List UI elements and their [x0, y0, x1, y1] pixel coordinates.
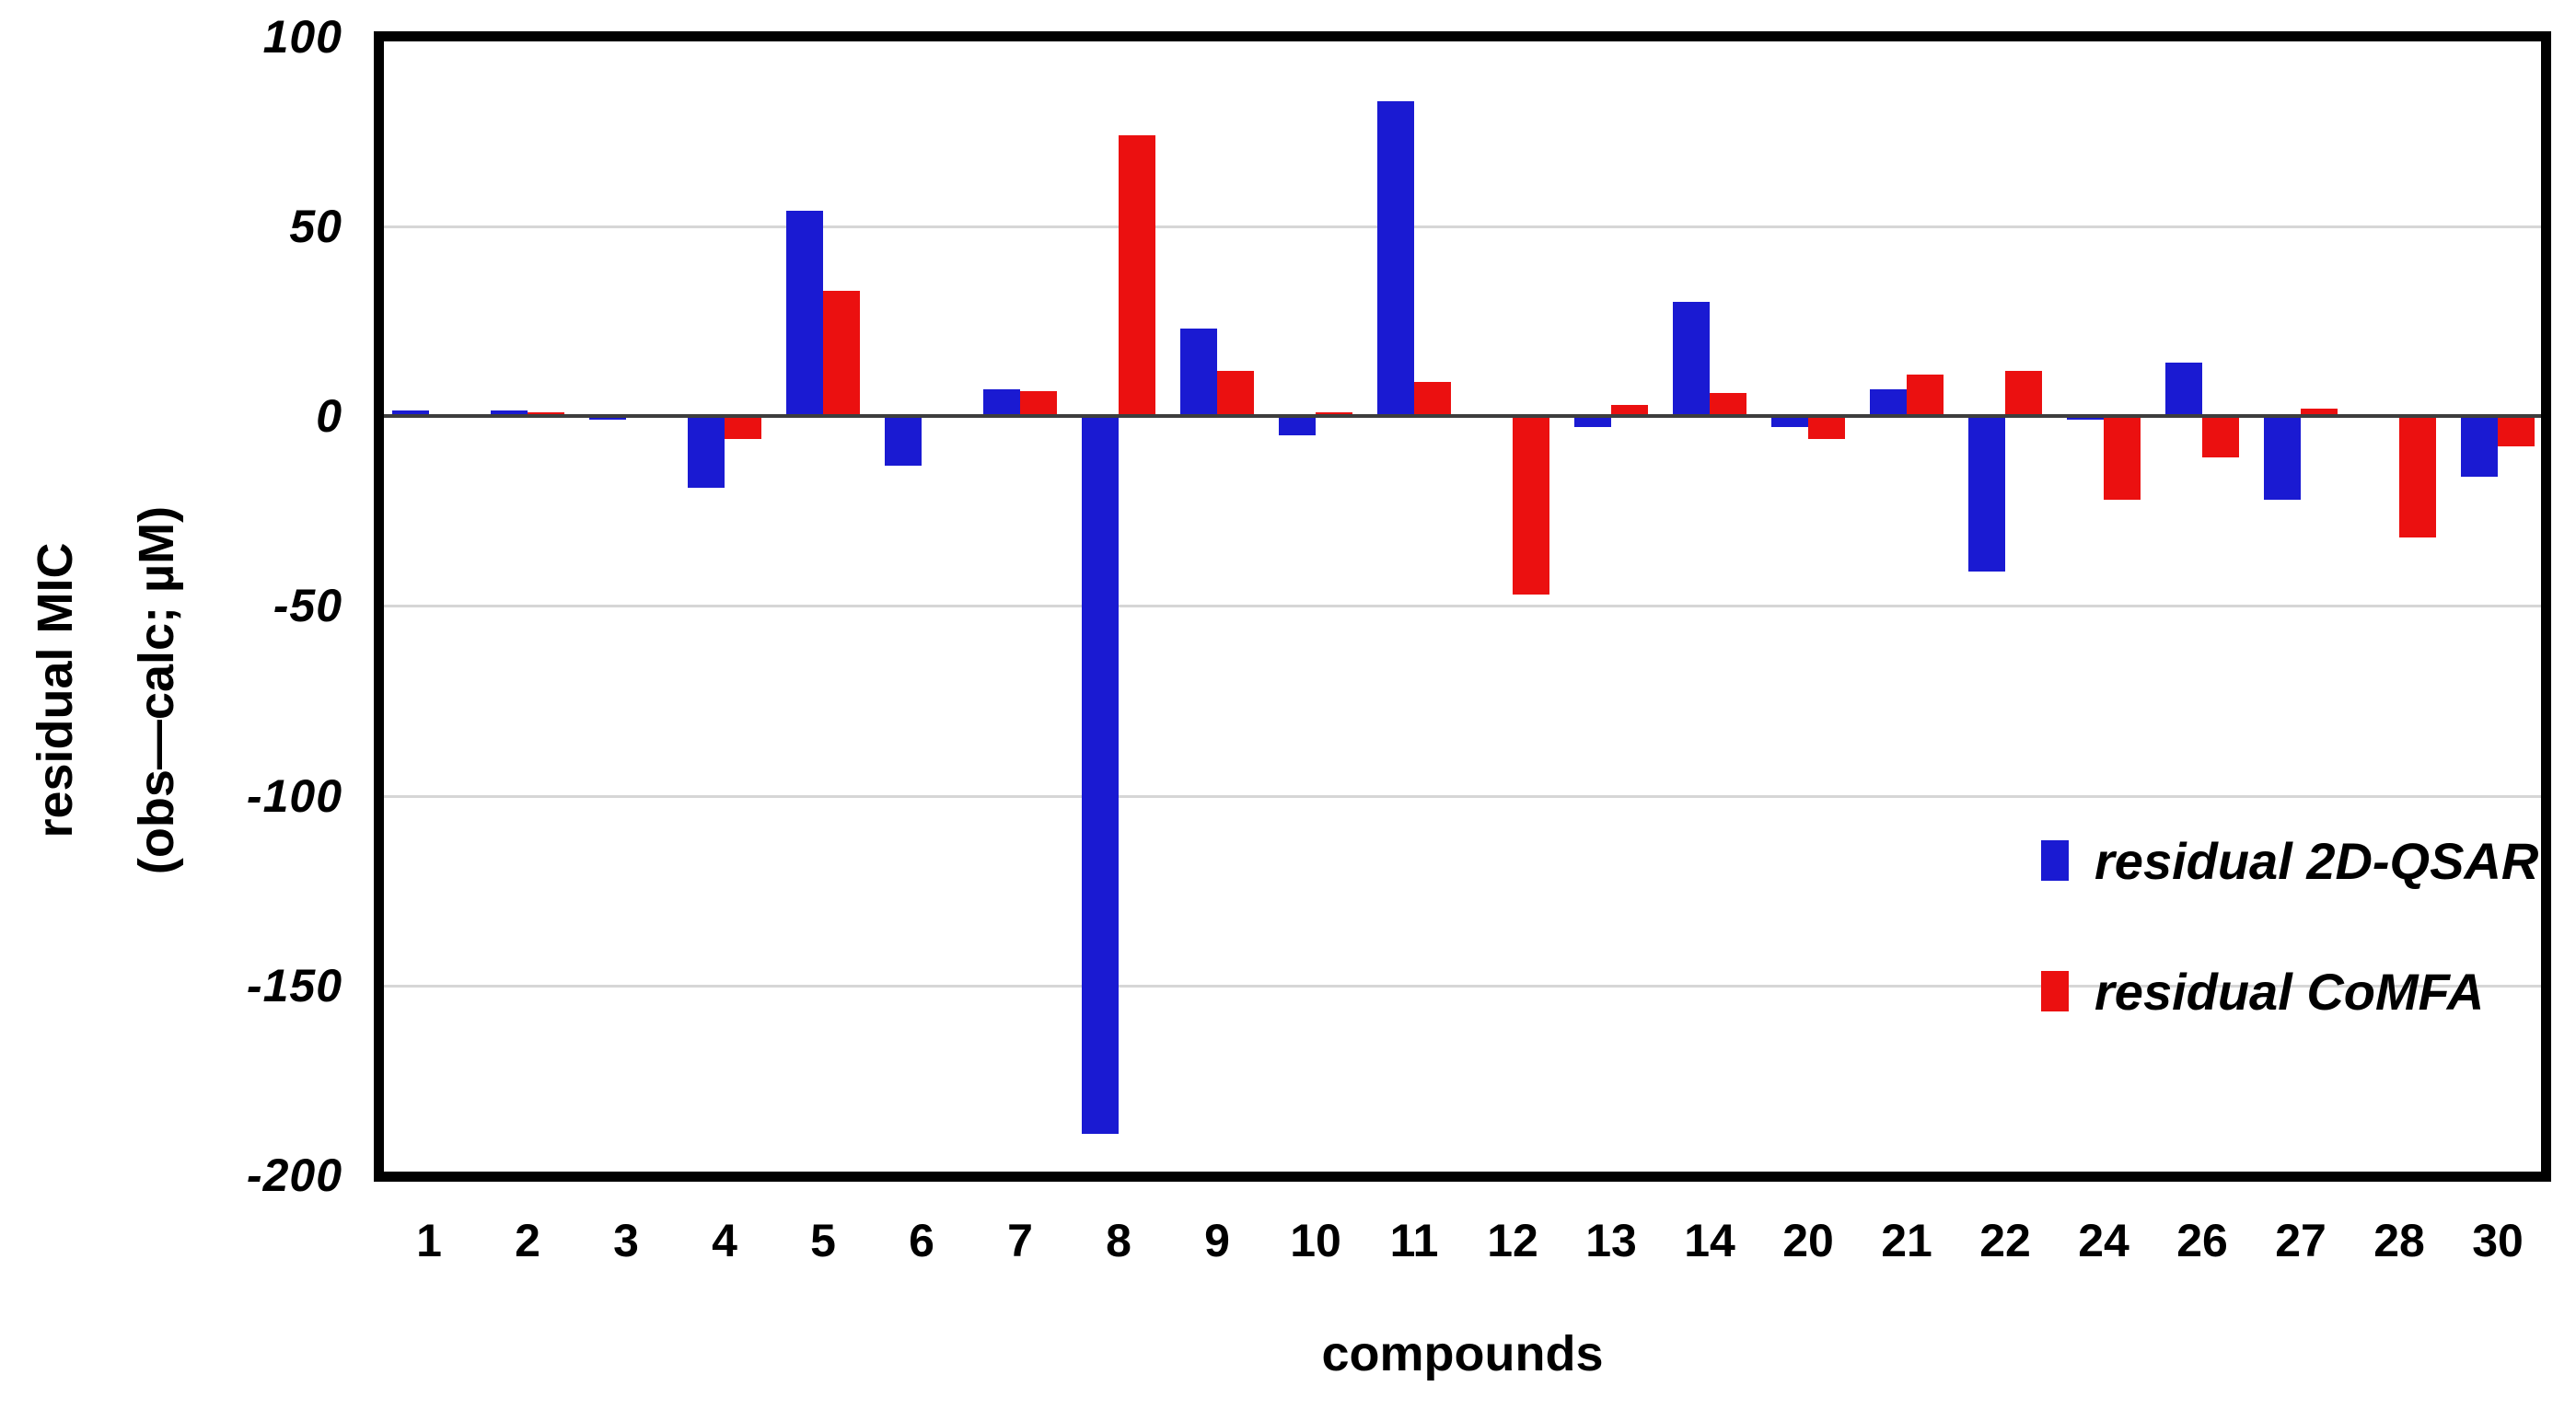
bar-2dqsar-8 — [1082, 416, 1119, 1134]
legend-item-comfa: residual CoMFA — [2041, 959, 2538, 1023]
bar-2dqsar-6 — [885, 416, 922, 466]
bar-comfa-12 — [1513, 416, 1549, 595]
x-tick-label-2: 2 — [515, 1215, 540, 1266]
bar-2dqsar-9 — [1180, 329, 1217, 416]
bar-2dqsar-13 — [1574, 416, 1611, 428]
bar-comfa-2 — [528, 411, 564, 416]
gridline--100 — [384, 794, 2541, 798]
y-tick-label--50: -50 — [273, 580, 342, 632]
bar-2dqsar-4 — [688, 416, 725, 489]
gridline--150 — [384, 984, 2541, 988]
legend-swatch-2dqsar-icon — [2041, 840, 2069, 881]
y-tick-label--150: -150 — [246, 959, 342, 1011]
legend-label-2dqsar: residual 2D-QSAR — [2094, 831, 2539, 890]
x-tick-label-21: 21 — [1881, 1215, 1932, 1266]
zero-line — [384, 414, 2541, 418]
bar-2dqsar-10 — [1279, 416, 1316, 435]
bar-comfa-8 — [1119, 134, 1155, 416]
x-tick-label-28: 28 — [2373, 1215, 2425, 1266]
x-tick-label-13: 13 — [1585, 1215, 1637, 1266]
bar-comfa-21 — [1907, 374, 1944, 416]
y-tick-label--200: -200 — [246, 1150, 342, 1201]
legend-swatch-comfa-icon — [2041, 971, 2069, 1011]
x-tick-label-4: 4 — [712, 1215, 737, 1266]
bar-comfa-7 — [1020, 391, 1057, 416]
y-tick-label--100: -100 — [246, 769, 342, 822]
y-tick-label-0: 0 — [316, 390, 342, 442]
y-tick-label-100: 100 — [262, 10, 342, 63]
bar-comfa-30 — [2498, 416, 2535, 446]
bar-2dqsar-11 — [1377, 100, 1414, 416]
bar-comfa-9 — [1217, 370, 1254, 416]
bar-comfa-24 — [2104, 416, 2141, 500]
bar-2dqsar-30 — [2461, 416, 2498, 477]
bar-2dqsar-5 — [786, 211, 823, 416]
x-tick-label-1: 1 — [416, 1215, 442, 1266]
x-tick-label-24: 24 — [2078, 1215, 2129, 1266]
legend: residual 2D-QSAR residual CoMFA — [2041, 828, 2538, 1090]
bar-comfa-13 — [1611, 404, 1648, 416]
x-tick-label-26: 26 — [2176, 1215, 2228, 1266]
plot-inner — [384, 41, 2541, 1172]
bar-2dqsar-22 — [1968, 416, 2005, 572]
bar-2dqsar-27 — [2264, 416, 2301, 500]
x-tick-label-10: 10 — [1290, 1215, 1341, 1266]
legend-label-comfa: residual CoMFA — [2094, 962, 2485, 1021]
x-tick-label-20: 20 — [1782, 1215, 1834, 1266]
x-tick-label-9: 9 — [1204, 1215, 1230, 1266]
x-tick-label-30: 30 — [2472, 1215, 2524, 1266]
bar-2dqsar-1 — [392, 410, 429, 416]
plot-area: residual 2D-QSAR residual CoMFA — [374, 31, 2551, 1182]
bar-2dqsar-20 — [1771, 416, 1808, 428]
x-tick-label-27: 27 — [2275, 1215, 2327, 1266]
x-tick-label-6: 6 — [909, 1215, 934, 1266]
bar-comfa-27 — [2301, 408, 2338, 416]
legend-item-2dqsar: residual 2D-QSAR — [2041, 828, 2538, 893]
bar-comfa-14 — [1710, 393, 1746, 416]
x-axis-title: compounds — [1321, 1326, 1604, 1381]
bar-2dqsar-7 — [983, 389, 1020, 416]
x-tick-label-12: 12 — [1487, 1215, 1538, 1266]
x-tick-label-3: 3 — [613, 1215, 639, 1266]
x-tick-label-7: 7 — [1007, 1215, 1033, 1266]
x-tick-label-14: 14 — [1684, 1215, 1735, 1266]
bar-comfa-11 — [1414, 381, 1451, 416]
x-tick-label-22: 22 — [1979, 1215, 2031, 1266]
x-tick-label-5: 5 — [810, 1215, 836, 1266]
bar-2dqsar-26 — [2165, 363, 2202, 416]
y-tick-label-50: 50 — [289, 200, 342, 252]
bar-comfa-20 — [1808, 416, 1845, 439]
bar-2dqsar-24 — [2067, 416, 2104, 421]
bar-comfa-22 — [2005, 370, 2042, 416]
bar-comfa-26 — [2202, 416, 2239, 458]
x-tick-label-11: 11 — [1389, 1215, 1439, 1266]
bar-comfa-4 — [725, 416, 761, 439]
bar-2dqsar-3 — [589, 416, 626, 421]
bar-2dqsar-2 — [491, 410, 528, 416]
bar-comfa-5 — [823, 290, 860, 416]
gridline--50 — [384, 605, 2541, 608]
bar-comfa-10 — [1316, 411, 1352, 416]
bar-comfa-28 — [2399, 416, 2436, 537]
x-tick-label-8: 8 — [1106, 1215, 1131, 1266]
bar-2dqsar-21 — [1870, 389, 1907, 416]
gridline-50 — [384, 225, 2541, 228]
bar-2dqsar-14 — [1673, 302, 1710, 416]
